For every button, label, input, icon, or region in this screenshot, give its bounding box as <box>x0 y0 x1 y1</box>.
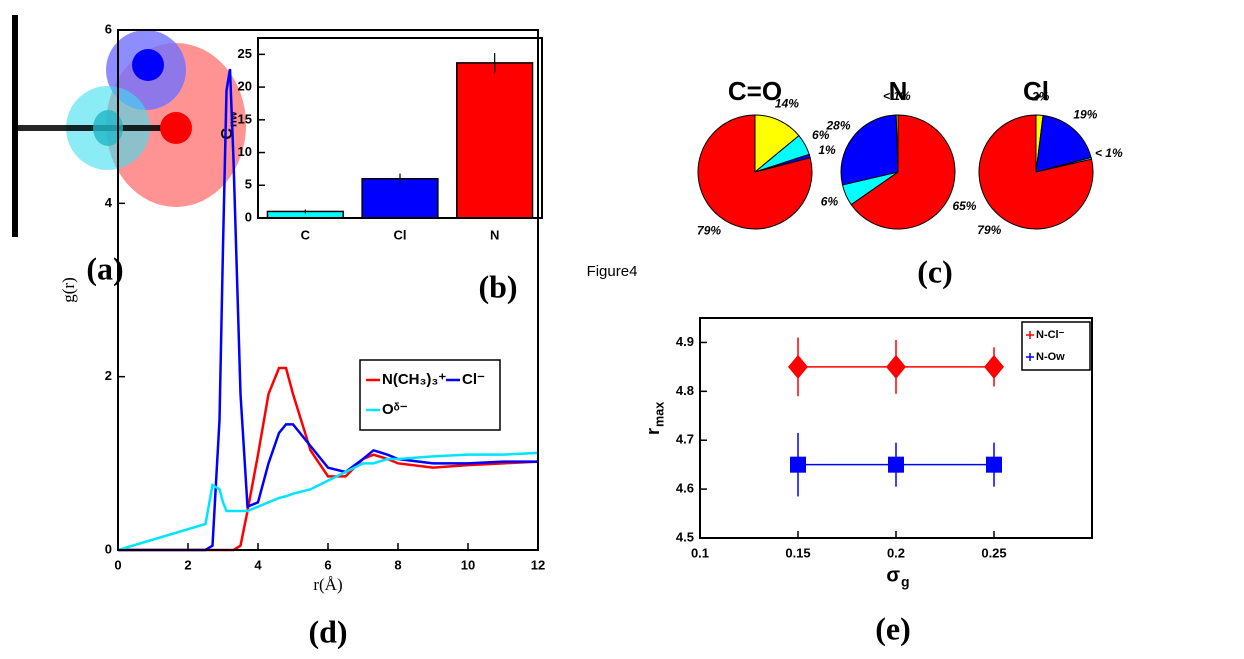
x-tick-label: 0.2 <box>887 545 905 560</box>
legend-marker <box>1026 331 1034 339</box>
axis-label-main: r <box>643 428 663 435</box>
y-tick-label: 4.6 <box>676 481 694 496</box>
pie-title: Cl <box>1023 76 1049 106</box>
point <box>788 354 808 379</box>
panel-label: (b) <box>478 268 517 304</box>
pie-label: 65% <box>952 199 976 213</box>
x-tick-label: 0.25 <box>981 545 1006 560</box>
x-tick-label: 4 <box>254 557 262 572</box>
x-tick-label: 0.15 <box>785 545 810 560</box>
legend-label: N(CH₃)₃⁺ <box>382 371 446 388</box>
point <box>984 354 1004 379</box>
x-tick-label: 0.1 <box>691 545 709 560</box>
pie-slice <box>850 114 956 230</box>
y-tick-label: 4.9 <box>676 334 694 349</box>
pie-label: 79% <box>977 223 1001 237</box>
line-series <box>117 451 539 552</box>
legend-box <box>1021 321 1091 371</box>
x-axis-label: r(Å) <box>313 575 342 594</box>
point <box>886 354 906 379</box>
y-tick-label: 4.7 <box>676 432 694 447</box>
legend-label: N-Cl⁻ <box>1036 329 1065 341</box>
blue-atom <box>132 49 164 81</box>
pie-slice <box>895 114 899 173</box>
x-tick-label: 8 <box>394 557 401 572</box>
x-tick-label: 0 <box>114 557 121 572</box>
axis-label-main: σ <box>886 564 900 586</box>
pie-label: < 1% <box>1095 146 1123 160</box>
bar <box>361 177 439 219</box>
figure-title: Figure4 <box>587 263 638 280</box>
panel-label: (e) <box>875 610 911 646</box>
legend-marker <box>1026 353 1034 361</box>
pie-chart: C=O14%6%1%79%N65%6%28%< 1% Cl2%19%< 1%79%… <box>697 76 1123 289</box>
bar <box>456 62 534 219</box>
y-tick-label: 2 <box>105 368 112 383</box>
x-tick-label: C <box>301 227 311 242</box>
legend-label: Cl⁻ <box>462 371 485 388</box>
pie-slice <box>840 114 899 186</box>
pie-slice <box>697 114 813 230</box>
pie-label: < 1% <box>883 89 911 103</box>
y-tick-label: 4 <box>105 195 113 210</box>
pie-title: N <box>889 76 908 106</box>
plot-frame <box>699 317 1093 539</box>
x-tick-label: 10 <box>461 557 475 572</box>
y-tick-label: 20 <box>238 79 252 94</box>
axis-label-sub: g <box>901 574 910 590</box>
pie-label: 2% <box>1031 89 1050 103</box>
y-tick-label: 5 <box>245 177 252 192</box>
panel-label: (c) <box>917 253 953 289</box>
point <box>986 456 1002 473</box>
line-chart: 0 2 4 6 0 2 4 6 8 10 12 N(CH₃)₃⁺ Cl⁻ Oᵟ⁻ r(Å) g(r) (d) <box>59 21 545 649</box>
pie-label: 14% <box>775 96 799 110</box>
y-tick-label: 6 <box>105 21 112 36</box>
pie-label: 6% <box>821 195 839 209</box>
panel-label: (d) <box>308 613 347 649</box>
axis-label-sub: nw <box>228 111 240 127</box>
y-tick-label: 10 <box>238 144 252 159</box>
legend-box <box>359 359 501 431</box>
pie-label: 79% <box>697 223 721 237</box>
y-tick-label: 0 <box>245 209 252 224</box>
scatter-chart: 4.5 4.6 4.7 4.8 4.9 0.1 0.15 0.2 0.25 N-Cl⁻ N-Ow σ g… <box>643 317 1093 646</box>
diagram: (a) <box>12 15 246 286</box>
pie-label: 6% <box>812 128 830 142</box>
red-atom <box>160 112 192 144</box>
x-tick-label: Cl <box>394 227 407 242</box>
legend-label: Oᵟ⁻ <box>382 401 408 418</box>
cyan-atom <box>93 110 123 146</box>
pie-slice <box>978 114 1094 230</box>
pie-label: 28% <box>826 118 851 132</box>
pie-label: 1% <box>818 143 836 157</box>
point <box>888 456 904 473</box>
pie-label: 19% <box>1073 108 1097 122</box>
pie-slice <box>1035 114 1092 173</box>
y-tick-label: 25 <box>238 46 252 61</box>
x-tick-label: 12 <box>531 557 545 572</box>
plot-frame <box>257 37 543 219</box>
y-tick-label: 0 <box>105 541 112 556</box>
x-tick-label: N <box>490 227 499 242</box>
y-axis-label: g(r) <box>59 277 78 302</box>
pie-title: C=O <box>728 76 782 106</box>
axis-label-sub: max <box>653 402 667 427</box>
y-tick-label: 4.8 <box>676 383 694 398</box>
plot-frame <box>117 29 539 551</box>
y-tick-label: 4.5 <box>676 529 694 544</box>
legend-label: N-Ow <box>1036 351 1065 363</box>
y-tick-label: 15 <box>238 111 252 126</box>
x-tick-label: 2 <box>184 557 191 572</box>
point <box>790 456 806 473</box>
x-tick-label: 6 <box>324 557 331 572</box>
